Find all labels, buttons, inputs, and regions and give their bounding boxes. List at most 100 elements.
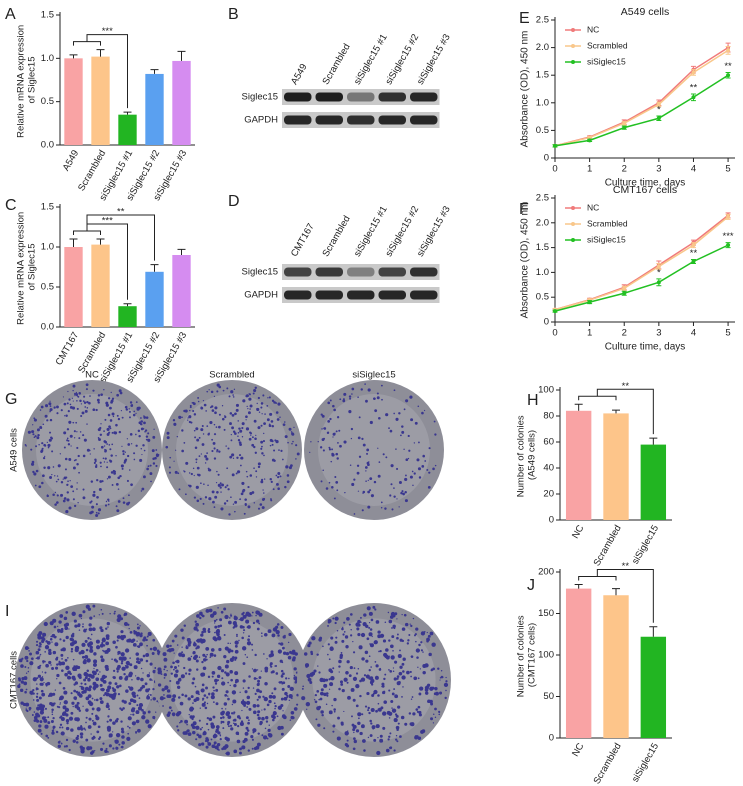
colony <box>112 693 117 698</box>
colony <box>136 407 140 411</box>
colony <box>230 712 234 715</box>
colony <box>364 383 366 385</box>
colony <box>251 491 255 494</box>
colony <box>201 424 204 428</box>
colony <box>424 460 427 462</box>
colony <box>217 607 219 609</box>
colony <box>125 689 129 693</box>
colony <box>43 660 46 663</box>
colony <box>367 736 370 739</box>
y-tick-label: 2.0 <box>536 217 549 228</box>
colony <box>246 405 248 408</box>
colony <box>91 712 94 715</box>
colony <box>347 730 349 732</box>
colony <box>341 639 345 643</box>
colony <box>72 490 75 493</box>
colony <box>92 662 97 667</box>
colony <box>59 702 62 704</box>
colony <box>152 435 156 439</box>
colony <box>202 666 207 671</box>
colony <box>208 497 212 501</box>
colony <box>31 714 34 716</box>
colony <box>44 651 46 653</box>
colony <box>287 441 289 444</box>
colony <box>56 412 59 415</box>
colony <box>153 428 155 430</box>
colony <box>73 619 77 623</box>
colony <box>239 443 242 446</box>
colony <box>257 396 261 400</box>
colony <box>280 680 283 684</box>
colony <box>68 420 72 424</box>
x-tick-label: 4 <box>691 164 696 175</box>
colony <box>335 452 339 456</box>
colony <box>284 634 286 637</box>
colony <box>288 694 293 699</box>
colony <box>180 720 183 723</box>
colony <box>287 641 290 644</box>
colony <box>252 728 257 733</box>
colony <box>388 655 390 658</box>
marker <box>691 243 696 248</box>
colony <box>60 653 64 657</box>
colony <box>85 721 87 724</box>
colony <box>370 722 373 725</box>
colony <box>252 392 255 395</box>
colony <box>283 696 288 701</box>
colony <box>65 414 68 417</box>
colony <box>84 655 89 659</box>
colony <box>194 655 196 657</box>
colony <box>178 652 183 657</box>
colony <box>117 693 121 696</box>
colony <box>316 706 321 711</box>
colony <box>89 616 93 620</box>
colony <box>273 449 276 452</box>
colony <box>376 392 379 395</box>
colony <box>92 686 97 690</box>
colony <box>65 718 70 723</box>
colony <box>140 427 144 431</box>
colony <box>50 408 52 410</box>
row-label: A549 cells <box>9 428 20 472</box>
line <box>554 216 729 311</box>
colony <box>277 402 281 406</box>
colony <box>53 635 57 639</box>
colony <box>367 490 370 494</box>
colony <box>357 667 360 670</box>
colony <box>272 718 275 722</box>
colony <box>276 623 280 626</box>
colony <box>361 657 365 661</box>
colony <box>241 646 247 651</box>
colony <box>223 655 227 659</box>
colony <box>163 694 165 696</box>
colony <box>130 443 133 445</box>
colony <box>259 722 263 726</box>
colony <box>177 729 180 732</box>
colony <box>266 737 269 740</box>
colony <box>249 404 253 408</box>
colony <box>178 488 181 491</box>
colony <box>276 418 280 421</box>
colony <box>411 696 414 698</box>
marker <box>656 116 661 121</box>
colony <box>86 448 90 452</box>
colony <box>96 398 100 402</box>
colony <box>76 706 81 711</box>
colony <box>45 734 49 738</box>
colony <box>353 478 356 481</box>
colony <box>401 662 405 666</box>
colony <box>267 629 272 634</box>
colony <box>99 671 101 673</box>
y-tick-label: 100 <box>538 385 554 396</box>
colony <box>238 618 240 621</box>
colony <box>107 413 111 417</box>
colony <box>32 470 35 474</box>
colony <box>83 395 86 398</box>
colony <box>316 690 320 693</box>
colony <box>175 712 180 717</box>
colony <box>65 509 69 514</box>
colony <box>82 434 85 437</box>
colony <box>406 670 410 675</box>
colony <box>30 448 33 451</box>
colony <box>122 453 125 456</box>
